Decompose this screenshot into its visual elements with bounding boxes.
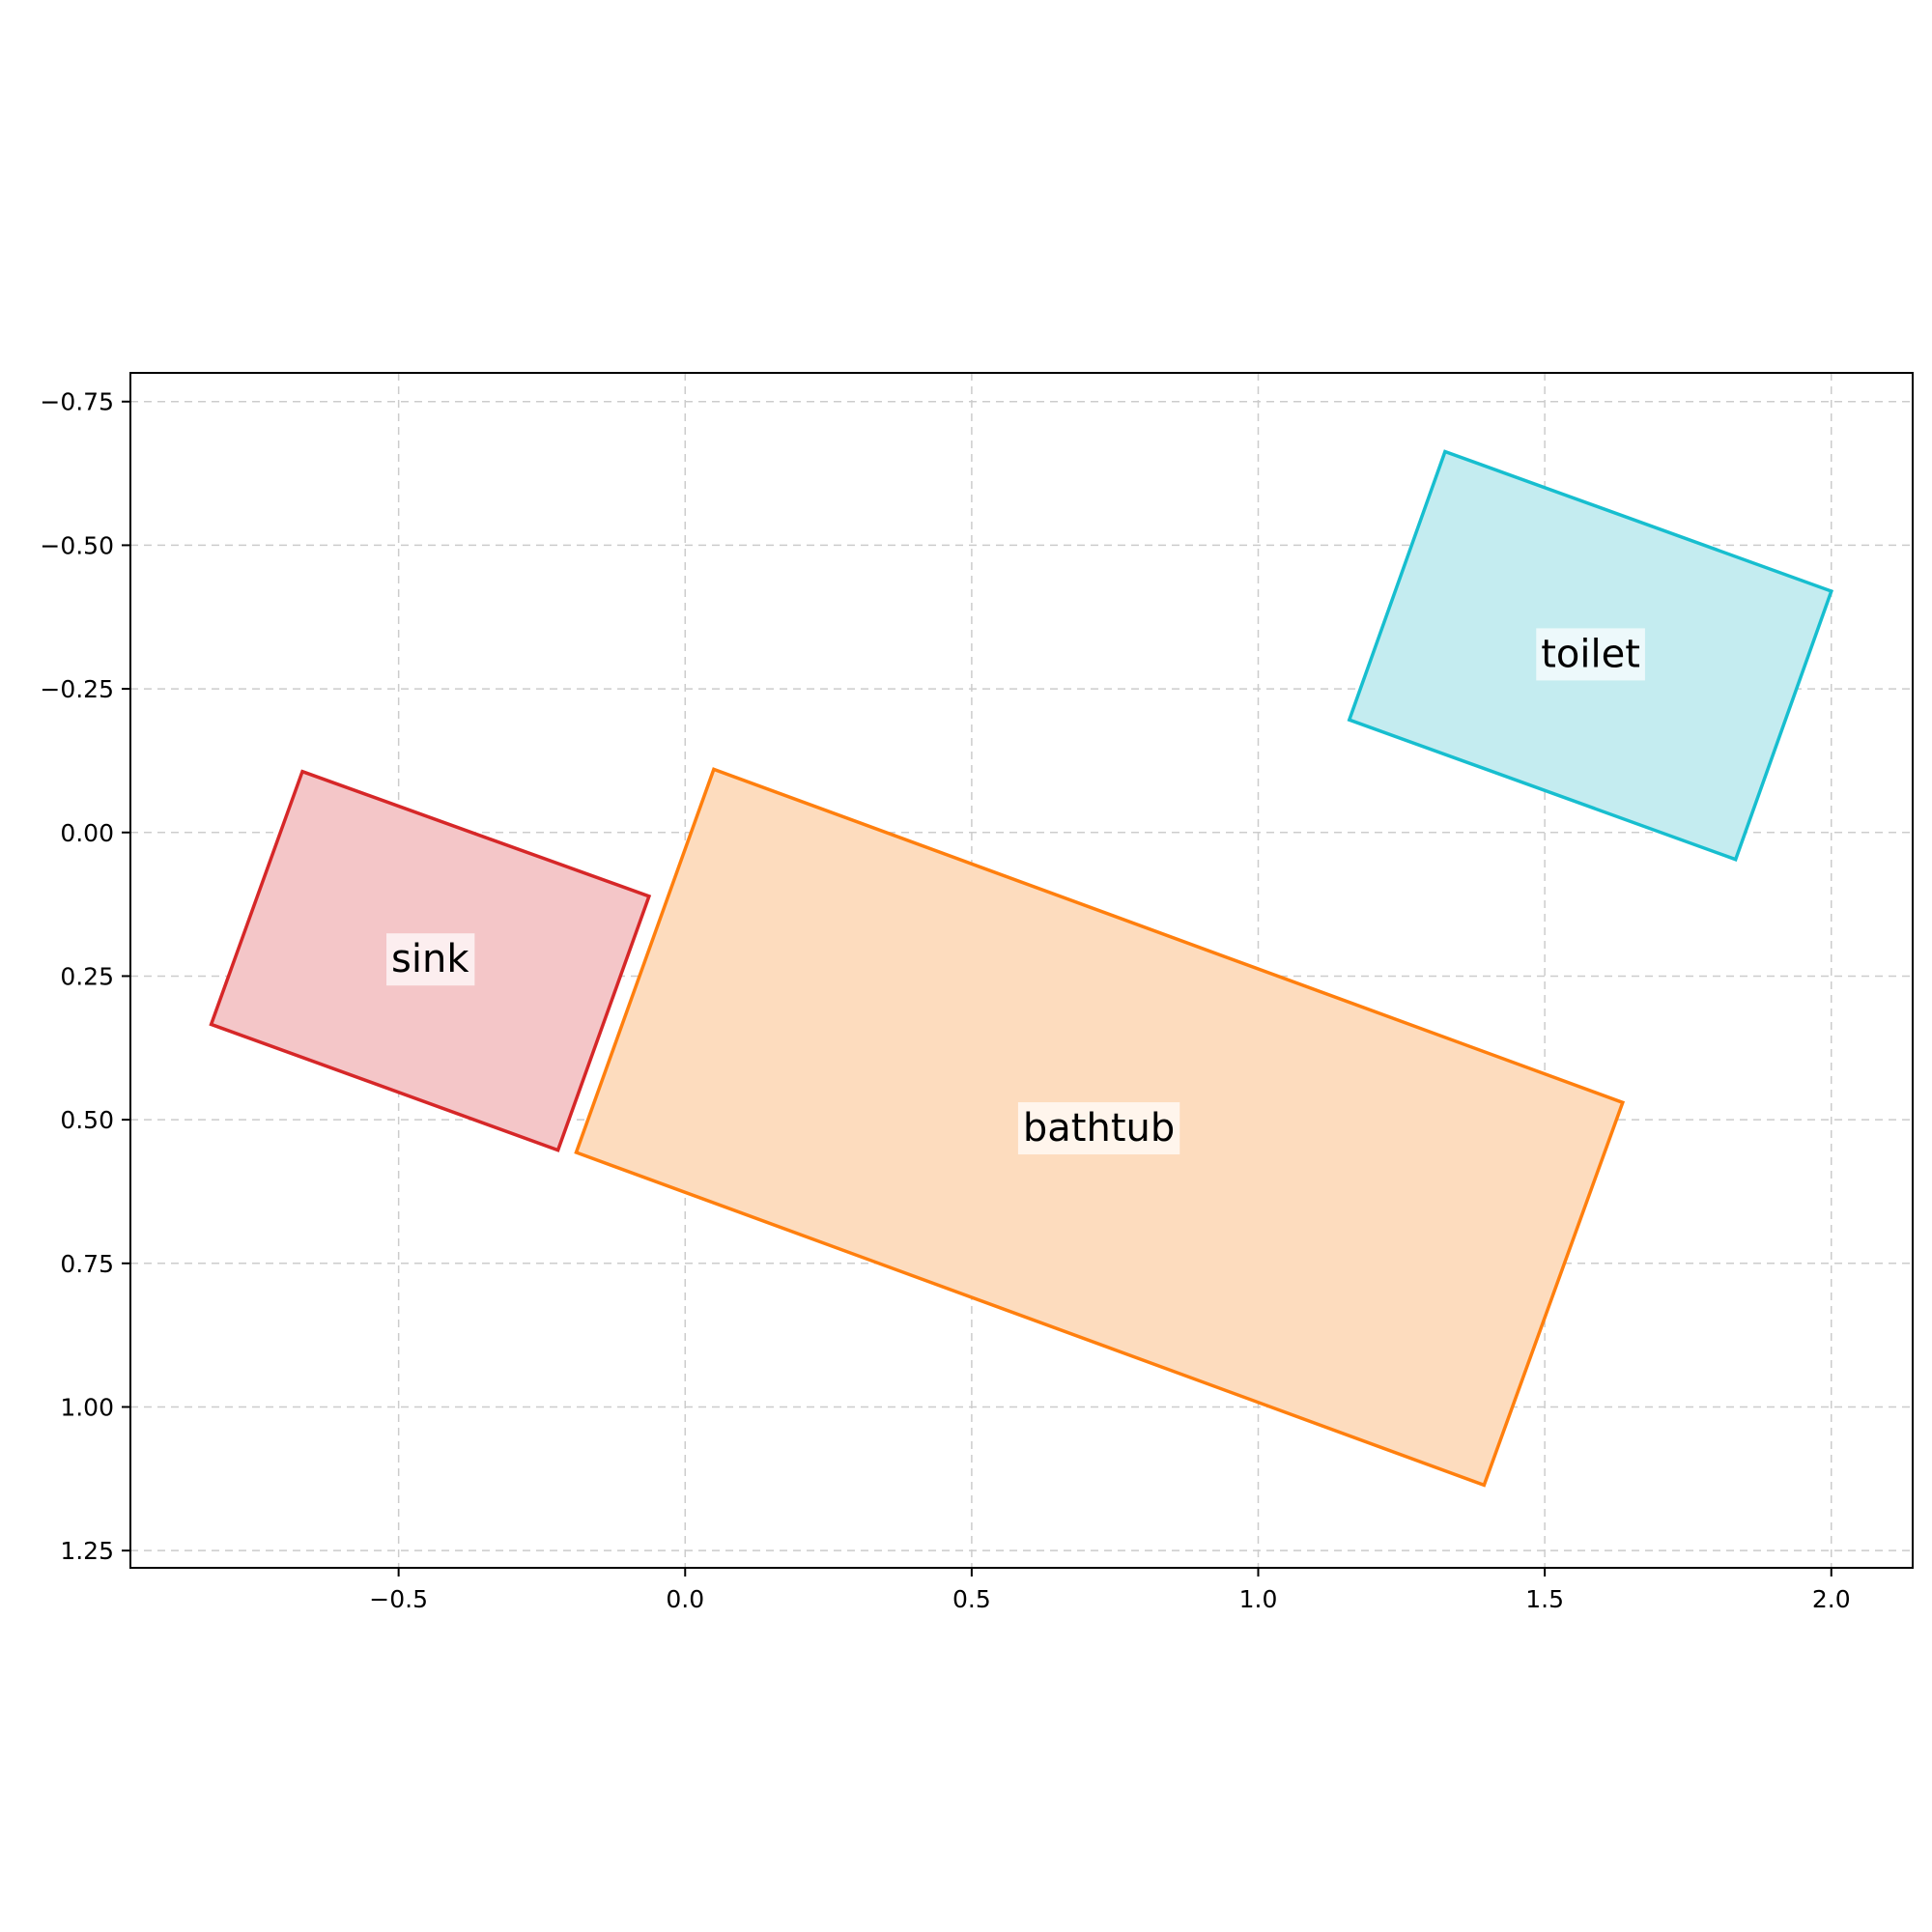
y-tick-label: 1.00 [60, 1393, 114, 1421]
bathtub-label-group: bathtub [1017, 1102, 1180, 1155]
object-labels: sink bathtub toilet [386, 628, 1645, 1155]
sink-label-group: sink [386, 933, 475, 986]
sink-label: sink [391, 937, 469, 981]
bathtub-label-background [1017, 1102, 1180, 1155]
x-tick-label: 0.0 [666, 1585, 704, 1613]
y-tick-label: −0.50 [40, 531, 114, 559]
x-tick-label: 1.0 [1239, 1585, 1278, 1613]
x-tick-label: 0.5 [952, 1585, 991, 1613]
y-tick-label: 1.25 [60, 1537, 114, 1565]
y-tick-label: 0.25 [60, 962, 114, 990]
sink-label-background [386, 933, 475, 986]
y-axis: −0.75 −0.50 −0.25 0.00 0.25 0.50 0.75 1.00 1.25 [40, 388, 130, 1565]
toilet-label-group: toilet [1536, 628, 1645, 681]
x-axis: −0.5 0.0 0.5 1.0 1.5 2.0 [369, 1568, 1851, 1613]
plot-frame [129, 372, 1914, 1569]
y-tick-label: 0.50 [60, 1106, 114, 1134]
y-tick-label: 0.00 [60, 819, 114, 847]
toilet-label: toilet [1541, 632, 1640, 676]
x-tick-label: 2.0 [1812, 1585, 1851, 1613]
y-tick-label: 0.75 [60, 1250, 114, 1278]
toilet-label-background [1536, 628, 1645, 681]
bathtub-label: bathtub [1023, 1106, 1175, 1151]
y-tick-label: −0.25 [40, 675, 114, 703]
x-tick-label: −0.5 [369, 1585, 428, 1613]
x-tick-label: 1.5 [1525, 1585, 1564, 1613]
y-tick-label: −0.75 [40, 388, 114, 416]
